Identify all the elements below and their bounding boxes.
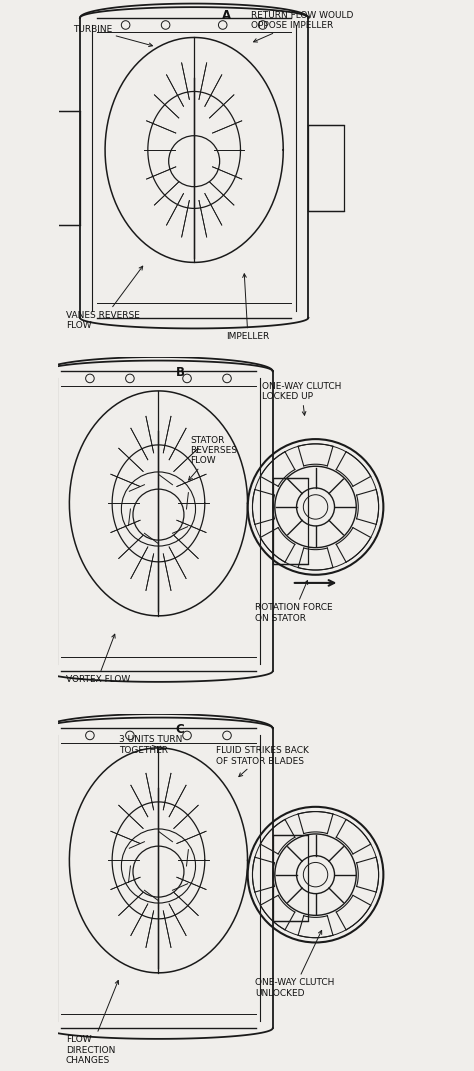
Text: TURBINE: TURBINE [73,25,153,46]
Text: STATOR
REVERSES
FLOW: STATOR REVERSES FLOW [189,436,237,480]
Text: VORTEX FLOW: VORTEX FLOW [65,634,130,683]
Text: ONE-WAY CLUTCH
LOCKED UP: ONE-WAY CLUTCH LOCKED UP [262,382,341,416]
Text: FLOW
DIRECTION
CHANGES: FLOW DIRECTION CHANGES [65,980,118,1065]
Text: VANES REVERSE
FLOW: VANES REVERSE FLOW [65,267,143,330]
Text: C: C [175,723,184,736]
Text: 3 UNITS TURN
TOGETHER: 3 UNITS TURN TOGETHER [119,736,182,755]
Text: ROTATION FORCE
ON STATOR: ROTATION FORCE ON STATOR [255,580,332,622]
Text: ONE-WAY CLUTCH
UNLOCKED: ONE-WAY CLUTCH UNLOCKED [255,931,334,997]
Text: FLUID STRIKES BACK
OF STATOR BLADES: FLUID STRIKES BACK OF STATOR BLADES [216,746,309,776]
Text: A: A [222,9,231,21]
Text: RETURN FLOW WOULD
OPPOSE IMPELLER: RETURN FLOW WOULD OPPOSE IMPELLER [251,11,354,42]
Text: B: B [175,366,184,379]
Text: IMPELLER: IMPELLER [226,274,270,341]
